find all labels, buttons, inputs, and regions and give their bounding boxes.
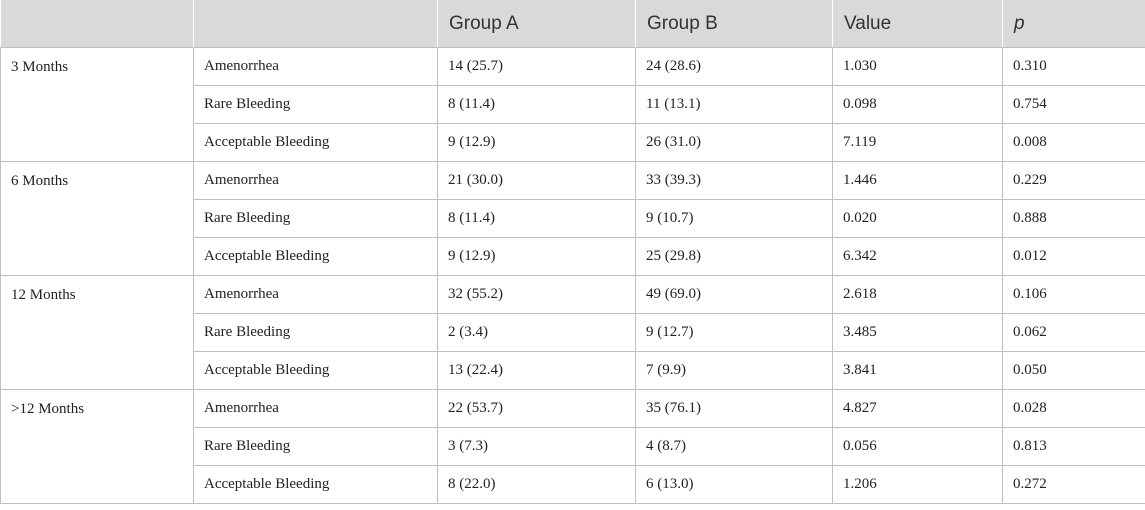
table-row: 6 Months Amenorrhea 21 (30.0) 33 (39.3) 1.44… (0, 161, 1145, 276)
header-p: p (1002, 0, 1145, 48)
category-cell: Acceptable Bleeding (193, 123, 438, 162)
group-a-cell: 13 (22.4) (437, 351, 636, 390)
category-cell: Acceptable Bleeding (193, 237, 438, 276)
group-b-cell: 26 (31.0) (635, 123, 833, 162)
value-cell: 1.446 (832, 161, 1003, 200)
value-cell: 2.618 (832, 275, 1003, 314)
group-a-cell: 8 (11.4) (437, 85, 636, 124)
category-cell: Rare Bleeding (193, 427, 438, 466)
group-a-cell: 32 (55.2) (437, 275, 636, 314)
p-cell: 0.813 (1002, 427, 1145, 466)
header-group-b: Group B (635, 0, 833, 48)
group-a-cell: 3 (7.3) (437, 427, 636, 466)
p-cell: 0.888 (1002, 199, 1145, 238)
category-cell: Rare Bleeding (193, 313, 438, 352)
table-row: Acceptable Bleeding 9 (12.9) 25 (29.8) 6.34… (1, 237, 1145, 276)
value-cell: 0.056 (832, 427, 1003, 466)
table-row: 3 Months Amenorrhea 14 (25.7) 24 (28.6) 1.03… (0, 47, 1145, 162)
value-cell: 6.342 (832, 237, 1003, 276)
header-category (193, 0, 438, 48)
group-a-cell: 9 (12.9) (437, 123, 636, 162)
group-a-cell: 2 (3.4) (437, 313, 636, 352)
table-row: Acceptable Bleeding 9 (12.9) 26 (31.0) 7.11… (1, 123, 1145, 162)
value-cell: 1.030 (832, 47, 1003, 86)
group-a-cell: 8 (22.0) (437, 465, 636, 504)
group-a-cell: 21 (30.0) (437, 161, 636, 200)
category-cell: Amenorrhea (193, 161, 438, 200)
table-header: Group A Group B Value p (0, 0, 1145, 48)
group-b-cell: 49 (69.0) (635, 275, 833, 314)
value-cell: 1.206 (832, 465, 1003, 504)
table-row: Acceptable Bleeding 13 (22.4) 7 (9.9) 3.841… (1, 351, 1145, 390)
p-cell: 0.012 (1002, 237, 1145, 276)
table-row: Rare Bleeding 8 (11.4) 9 (10.7) 0.020 0.888 (1, 199, 1145, 238)
group-b-cell: 6 (13.0) (635, 465, 833, 504)
table-row: Acceptable Bleeding 8 (22.0) 6 (13.0) 1.206… (1, 465, 1145, 504)
category-cell: Amenorrhea (193, 47, 438, 86)
header-value: Value (832, 0, 1003, 48)
group-b-cell: 11 (13.1) (635, 85, 833, 124)
table-row: 12 Months Amenorrhea 32 (55.2) 49 (69.0) 2.6… (0, 275, 1145, 390)
value-cell: 4.827 (832, 389, 1003, 428)
value-cell: 0.098 (832, 85, 1003, 124)
p-cell: 0.106 (1002, 275, 1145, 314)
category-cell: Rare Bleeding (193, 199, 438, 238)
p-cell: 0.062 (1002, 313, 1145, 352)
value-cell: 0.020 (832, 199, 1003, 238)
table-row: >12 Months Amenorrhea 22 (53.7) 35 (76.1) 4.… (0, 389, 1145, 504)
value-cell: 3.841 (832, 351, 1003, 390)
category-cell: Acceptable Bleeding (193, 351, 438, 390)
period-cell: 3 Months (0, 47, 194, 162)
period-cell: 6 Months (0, 161, 194, 276)
category-cell: Acceptable Bleeding (193, 465, 438, 504)
p-cell: 0.050 (1002, 351, 1145, 390)
group-b-cell: 9 (10.7) (635, 199, 833, 238)
header-period (0, 0, 194, 48)
group-a-cell: 9 (12.9) (437, 237, 636, 276)
p-cell: 0.229 (1002, 161, 1145, 200)
header-row: Group A Group B Value p (0, 0, 1145, 48)
period-cell: 12 Months (0, 275, 194, 390)
table-row: Rare Bleeding 8 (11.4) 11 (13.1) 0.098 0.754 (1, 85, 1145, 124)
period-cell: >12 Months (0, 389, 194, 504)
p-cell: 0.028 (1002, 389, 1145, 428)
p-cell: 0.310 (1002, 47, 1145, 86)
header-group-a: Group A (437, 0, 636, 48)
group-b-cell: 9 (12.7) (635, 313, 833, 352)
p-cell: 0.272 (1002, 465, 1145, 504)
category-cell: Rare Bleeding (193, 85, 438, 124)
category-cell: Amenorrhea (193, 275, 438, 314)
p-cell: 0.008 (1002, 123, 1145, 162)
group-b-cell: 7 (9.9) (635, 351, 833, 390)
table-body: 3 Months Amenorrhea 14 (25.7) 24 (28.6) 1.03… (0, 47, 1145, 504)
group-a-cell: 14 (25.7) (437, 47, 636, 86)
table-row: Rare Bleeding 2 (3.4) 9 (12.7) 3.485 0.062 (1, 313, 1145, 352)
value-cell: 3.485 (832, 313, 1003, 352)
p-cell: 0.754 (1002, 85, 1145, 124)
category-cell: Amenorrhea (193, 389, 438, 428)
group-a-cell: 8 (11.4) (437, 199, 636, 238)
group-a-cell: 22 (53.7) (437, 389, 636, 428)
group-b-cell: 24 (28.6) (635, 47, 833, 86)
group-b-cell: 25 (29.8) (635, 237, 833, 276)
group-b-cell: 33 (39.3) (635, 161, 833, 200)
value-cell: 7.119 (832, 123, 1003, 162)
group-b-cell: 4 (8.7) (635, 427, 833, 466)
group-b-cell: 35 (76.1) (635, 389, 833, 428)
